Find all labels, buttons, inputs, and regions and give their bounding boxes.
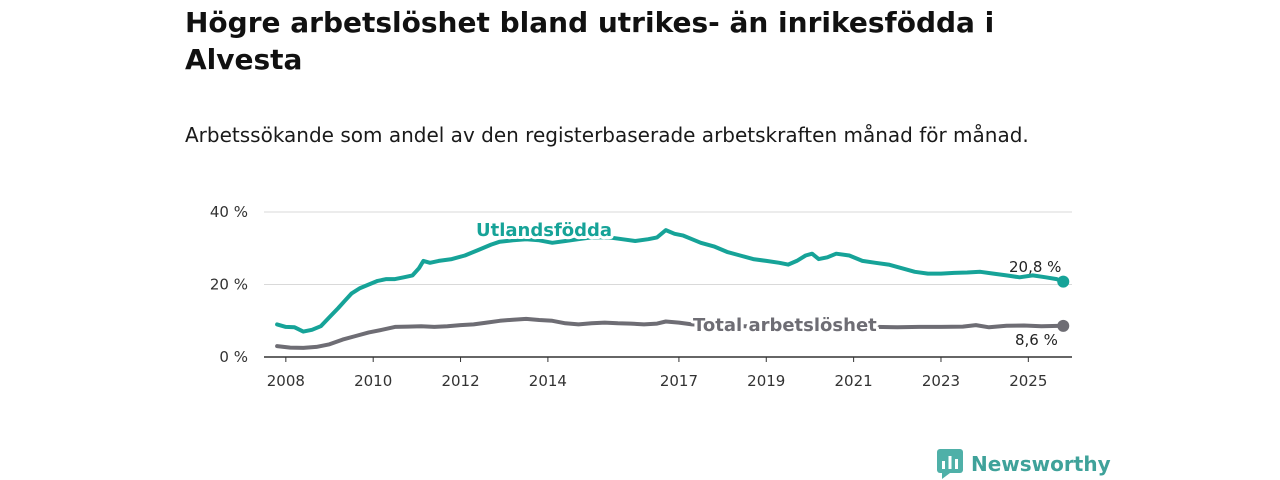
x-tick-label: 2008 [267,372,305,390]
series-end-marker-utlandsfodda [1057,275,1070,288]
chart-title: Högre arbetslöshet bland utrikes- än inr… [185,6,995,76]
chart-subtitle: Arbetssökande som andel av den registerb… [185,123,1029,147]
gridlines [264,211,1072,358]
series-line-utlandsfodda [275,228,1066,334]
x-tick-label: 2021 [835,372,873,390]
series-labels: Utlandsfödda Total arbetslöshet 20,8 % 8… [473,217,1061,349]
end-value-total: 8,6 % [1015,331,1058,349]
x-tick-label: 2010 [354,372,392,390]
newsworthy-logo: Newsworthy [937,449,1111,479]
series-line-total [275,316,1066,350]
y-tick-label: 0 % [219,348,248,366]
series-lines [275,228,1070,350]
newsworthy-logo-icon [937,449,963,479]
series-label-total: Total arbetslöshet [693,315,877,336]
y-axis-ticks: 0 % 20 % 40 % [210,203,248,366]
x-axis-ticks: 2008 2010 2012 2014 2017 2019 2021 2023 2025 [267,357,1047,390]
x-tick-label: 2023 [922,372,960,390]
y-tick-label: 20 % [210,276,248,294]
x-tick-label: 2014 [529,372,567,390]
newsworthy-logo-text: Newsworthy [971,452,1111,476]
y-tick-label: 40 % [210,203,248,221]
x-tick-label: 2017 [660,372,698,390]
end-value-utlandsfodda: 20,8 % [1009,258,1061,276]
x-tick-label: 2012 [441,372,479,390]
series-label-utlandsfodda: Utlandsfödda [476,220,612,241]
x-tick-label: 2025 [1009,372,1047,390]
x-tick-label: 2019 [747,372,785,390]
series-end-marker-total [1057,319,1070,332]
